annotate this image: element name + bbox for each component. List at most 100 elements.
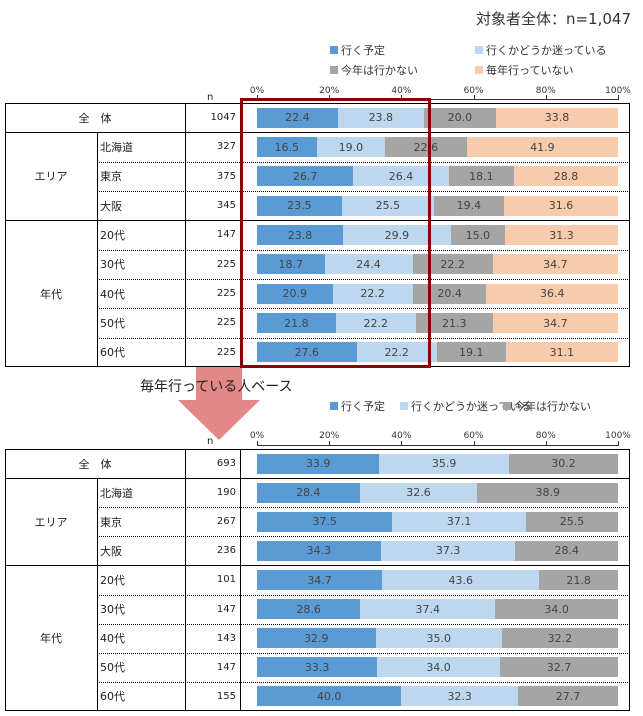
legend-swatch [475, 66, 483, 74]
x-axis-line [257, 445, 618, 446]
row-divider [97, 594, 630, 596]
column-divider [240, 449, 241, 711]
row-divider [97, 681, 630, 683]
legend-label: 行くかどうか迷っている [486, 44, 607, 57]
bar-segment: 28.8 [514, 166, 618, 187]
row-n-value: 1047 [210, 112, 236, 124]
bar-segment: 20.9 [257, 283, 333, 304]
x-tick-mark [329, 95, 331, 100]
x-tick-label: 100% [605, 86, 631, 96]
legend-swatch [475, 46, 483, 54]
row-label: 東京 [100, 515, 122, 529]
bar-segment: 22.2 [356, 342, 437, 363]
x-tick-label: 40% [391, 86, 412, 96]
row-n-value: 345 [216, 200, 236, 212]
bar-segment: 22.4 [257, 107, 338, 128]
bar-segment: 22.2 [412, 254, 493, 275]
row-n-value: 225 [216, 317, 236, 329]
bar-segment: 41.9 [466, 137, 618, 157]
legend-item: 行くかどうか迷っている [475, 42, 606, 58]
row-label: 20代 [100, 573, 125, 587]
legend-label: 行く予定 [341, 44, 385, 57]
group-label: 年代 [40, 632, 62, 646]
group-label: エリア [34, 515, 68, 529]
bar-segment: 34.0 [495, 599, 618, 620]
legend-label: 今年は行かない [341, 64, 418, 77]
bar-segment: 33.3 [257, 657, 378, 678]
table-border [5, 449, 630, 711]
bar-segment: 35.0 [375, 628, 502, 649]
row-n-value: 147 [216, 661, 236, 673]
row-n-value: 147 [216, 603, 236, 615]
bar-segment: 27.6 [257, 342, 357, 363]
row-n-value: 147 [216, 229, 236, 241]
legend-item: 毎年行っていない [475, 62, 573, 78]
bar-segment: 34.0 [377, 657, 500, 678]
x-tick-label: 0% [249, 86, 265, 96]
row-divider [97, 623, 630, 625]
bar-segment: 26.4 [353, 166, 449, 187]
bar-segment: 23.8 [337, 107, 424, 128]
legend-item: 今年は行かない [503, 398, 591, 414]
row-label: 大阪 [100, 199, 122, 213]
column-divider [185, 449, 186, 711]
group-divider [5, 565, 630, 567]
column-divider [97, 132, 98, 221]
row-label: 北海道 [100, 140, 133, 154]
bar-segment: 30.2 [508, 453, 618, 474]
row-n-value: 693 [216, 458, 236, 470]
bar-segment: 20.4 [412, 283, 487, 304]
bar-segment: 32.2 [501, 628, 618, 649]
x-tick-mark [473, 441, 475, 446]
n-column-header: n [207, 92, 214, 103]
column-divider [185, 103, 186, 367]
group-divider [5, 220, 630, 222]
row-label: 40代 [100, 632, 125, 646]
row-label: 40代 [100, 287, 125, 301]
bar-segment: 27.7 [518, 686, 618, 707]
row-n-value: 236 [216, 545, 236, 557]
bar-segment: 22.6 [385, 137, 467, 157]
legend-swatch [330, 66, 338, 74]
bar-segment: 20.0 [423, 107, 496, 128]
row-n-value: 375 [216, 170, 236, 182]
row-n-value: 101 [216, 574, 236, 586]
bar-segment: 35.9 [379, 453, 509, 474]
sample-size-title: 対象者全体：n=1,047 [475, 10, 631, 28]
bar-segment: 28.4 [257, 482, 360, 503]
row-divider [97, 249, 630, 251]
x-tick-label: 60% [463, 431, 484, 441]
row-divider [97, 279, 630, 280]
bar-segment: 32.9 [257, 628, 376, 649]
column-divider [97, 478, 98, 566]
bar-segment: 22.2 [332, 283, 413, 304]
row-label: 60代 [100, 690, 125, 704]
bottom-chart-subtitle: 毎年行っている人ベース [140, 379, 293, 395]
group-label: エリア [34, 170, 68, 184]
group-divider [5, 478, 630, 480]
bar-segment: 34.7 [257, 570, 383, 590]
column-divider [97, 565, 98, 711]
x-tick-mark [257, 441, 258, 446]
row-n-value: 225 [216, 288, 236, 300]
row-label: 60代 [100, 346, 125, 360]
x-tick-label: 40% [391, 431, 412, 441]
bar-segment: 37.5 [257, 511, 393, 532]
legend-swatch [503, 402, 511, 410]
legend-swatch [330, 402, 338, 410]
row-n-value: 190 [216, 487, 236, 499]
x-tick-mark [545, 95, 547, 100]
row-n-value: 225 [216, 346, 236, 358]
bar-segment: 25.5 [341, 195, 434, 216]
legend-item: 今年は行かない [330, 62, 418, 78]
x-tick-mark [545, 441, 547, 446]
bar-segment: 18.1 [448, 166, 515, 187]
group-label: 年代 [40, 287, 62, 301]
x-tick-mark [473, 95, 475, 100]
x-tick-mark [257, 95, 258, 100]
bar-segment: 37.3 [380, 540, 516, 561]
row-n-value: 327 [216, 141, 236, 153]
x-tick-mark [618, 95, 619, 100]
row-label: 50代 [100, 661, 125, 675]
